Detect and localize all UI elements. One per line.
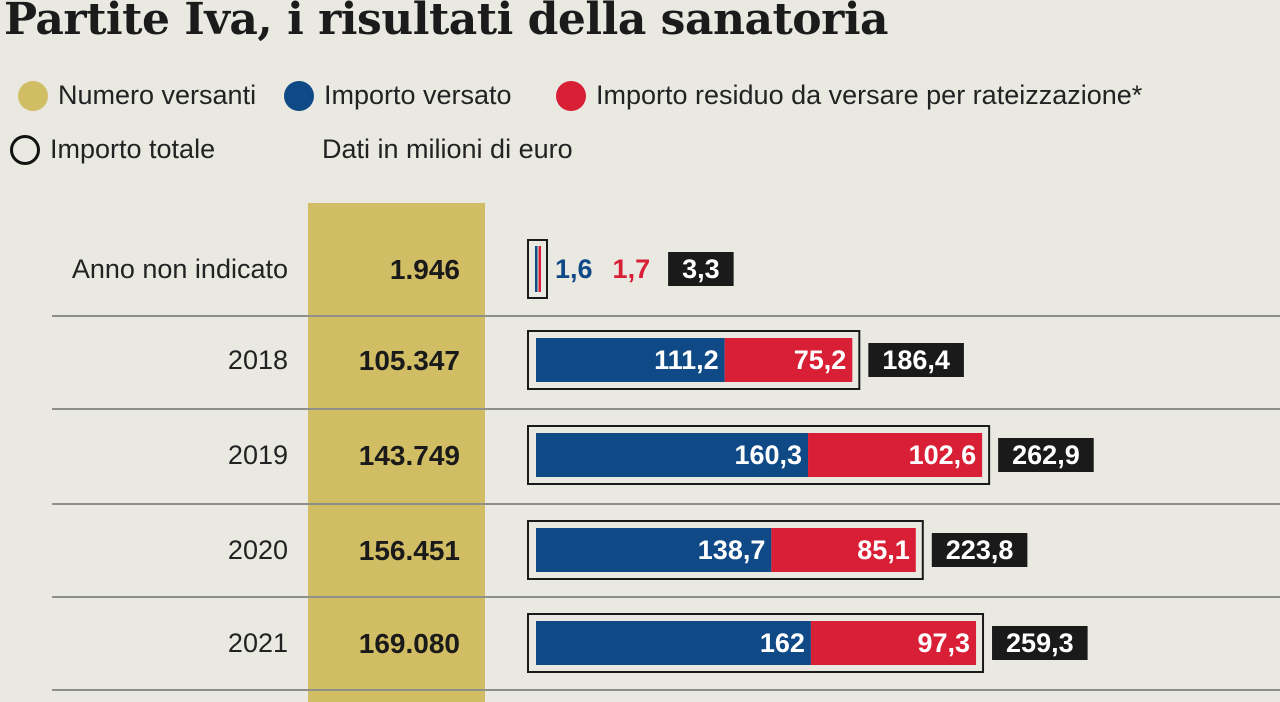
legend-label-versato: Importo versato: [324, 80, 512, 110]
total-box-2020: [931, 533, 1028, 567]
label-versato-2020: 138,7: [698, 535, 766, 565]
total-box-2019: [998, 438, 1094, 472]
legend-label-residuo: Importo residuo da versare per rateizzaz…: [596, 80, 1143, 110]
total-outline-anno-non-indicato: [527, 239, 548, 299]
bar-residuo-2021: [810, 621, 977, 665]
versanti-count-2019: 143.749: [358, 440, 460, 471]
label-versato-2021: 162: [760, 628, 805, 658]
total-outline-2020: [527, 520, 924, 580]
legend-label-versanti: Numero versanti: [58, 80, 257, 110]
row-label-2020: 2020: [227, 535, 288, 565]
row-separator: [52, 503, 1280, 505]
total-outline-2021: [527, 613, 985, 673]
label-versato-2019: 160,3: [734, 440, 802, 470]
versanti-count-anno-non-indicato: 1.946: [389, 254, 460, 285]
legend-item-versanti: Numero versanti: [18, 80, 256, 111]
label-residuo-2018: 75,2: [794, 345, 847, 375]
row-label-anno-non-indicato: Anno non indicato: [71, 254, 288, 284]
row-separator: [52, 315, 1280, 317]
row-label-2021: 2021: [227, 628, 288, 658]
legend-swatch-versato: [284, 80, 314, 111]
legend-item-residuo: Importo residuo da versare per rateizzaz…: [556, 80, 1142, 111]
legend-swatch-versanti: [18, 80, 48, 111]
total-label-2018: 186,4: [882, 345, 950, 375]
total-box-2021: [992, 626, 1088, 660]
bar-versato-2021: [536, 621, 811, 665]
bar-residuo-2020: [771, 528, 916, 572]
legend-item-versato: Importo versato: [284, 80, 512, 111]
row-separator: [52, 689, 1280, 691]
unit-note: Dati in milioni di euro: [322, 134, 573, 164]
label-residuo-2020: 85,1: [857, 535, 910, 565]
total-box-anno-non-indicato: [668, 252, 734, 286]
bar-residuo-anno-non-indicato: [538, 246, 541, 292]
total-label-anno-non-indicato: 3,3: [682, 254, 720, 284]
versanti-column-band: [308, 203, 485, 702]
total-label-2021: 259,3: [1006, 628, 1074, 658]
row-separator: [52, 596, 1280, 598]
bar-versato-2019: [536, 433, 809, 477]
chart-title: Partite Iva, i risultati della sanatoria: [4, 0, 889, 45]
total-box-2018: [868, 343, 964, 377]
label-residuo-2021: 97,3: [917, 628, 970, 658]
versanti-count-2018: 105.347: [358, 345, 460, 376]
legend-label-totale: Importo totale: [50, 134, 216, 164]
label-residuo-anno-non-indicato: 1,7: [613, 254, 651, 284]
bar-versato-2020: [536, 528, 772, 572]
total-label-2020: 223,8: [946, 535, 1014, 565]
row-label-2019: 2019: [227, 440, 288, 470]
row-label-2018: 2018: [227, 345, 288, 375]
total-label-2019: 262,9: [1012, 440, 1080, 470]
versanti-count-2020: 156.451: [358, 535, 460, 566]
total-outline-2019: [527, 425, 991, 485]
label-versato-2018: 111,2: [654, 345, 719, 375]
versanti-count-2021: 169.080: [358, 628, 460, 659]
legend-swatch-totale: [10, 134, 40, 165]
label-residuo-2019: 102,6: [909, 440, 977, 470]
row-separator: [52, 408, 1280, 410]
bar-versato-2018: [536, 338, 725, 382]
legend-swatch-residuo: [556, 80, 586, 111]
total-outline-2018: [527, 330, 861, 390]
label-versato-anno-non-indicato: 1,6: [555, 254, 593, 284]
bar-versato-anno-non-indicato: [535, 246, 538, 292]
bar-residuo-2019: [808, 433, 983, 477]
legend-item-totale: Importo totale: [10, 134, 215, 165]
bar-residuo-2018: [724, 338, 853, 382]
